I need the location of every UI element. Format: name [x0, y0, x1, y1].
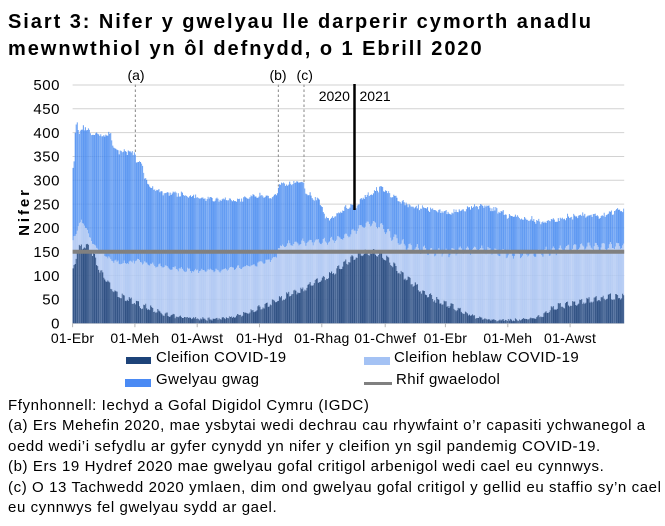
- svg-text:01-Chwef: 01-Chwef: [354, 330, 416, 346]
- svg-text:(a): (a): [127, 67, 144, 83]
- svg-text:200: 200: [33, 220, 60, 237]
- svg-text:250: 250: [33, 196, 60, 213]
- svg-text:450: 450: [33, 101, 60, 118]
- svg-text:01-Awst: 01-Awst: [171, 330, 223, 346]
- svg-text:150: 150: [33, 244, 60, 261]
- svg-text:01-Ebr: 01-Ebr: [51, 330, 95, 346]
- svg-text:2020: 2020: [319, 88, 350, 104]
- svg-text:0: 0: [51, 315, 60, 332]
- svg-text:100: 100: [33, 268, 60, 285]
- svg-text:(c): (c): [297, 67, 313, 83]
- svg-text:01-Meh: 01-Meh: [483, 330, 532, 346]
- svg-text:50: 50: [42, 292, 60, 309]
- svg-text:400: 400: [33, 125, 60, 142]
- svg-text:01-Hyd: 01-Hyd: [236, 330, 283, 346]
- svg-text:01-Ebr: 01-Ebr: [424, 330, 468, 346]
- svg-text:300: 300: [33, 173, 60, 190]
- svg-text:350: 350: [33, 149, 60, 166]
- svg-text:(b): (b): [269, 67, 286, 83]
- svg-text:01-Rhag: 01-Rhag: [294, 330, 349, 346]
- svg-text:2021: 2021: [360, 88, 391, 104]
- svg-text:01-Awst: 01-Awst: [544, 330, 596, 346]
- svg-text:01-Meh: 01-Meh: [110, 330, 159, 346]
- svg-text:500: 500: [33, 77, 60, 94]
- svg-text:Nifer: Nifer: [16, 187, 33, 236]
